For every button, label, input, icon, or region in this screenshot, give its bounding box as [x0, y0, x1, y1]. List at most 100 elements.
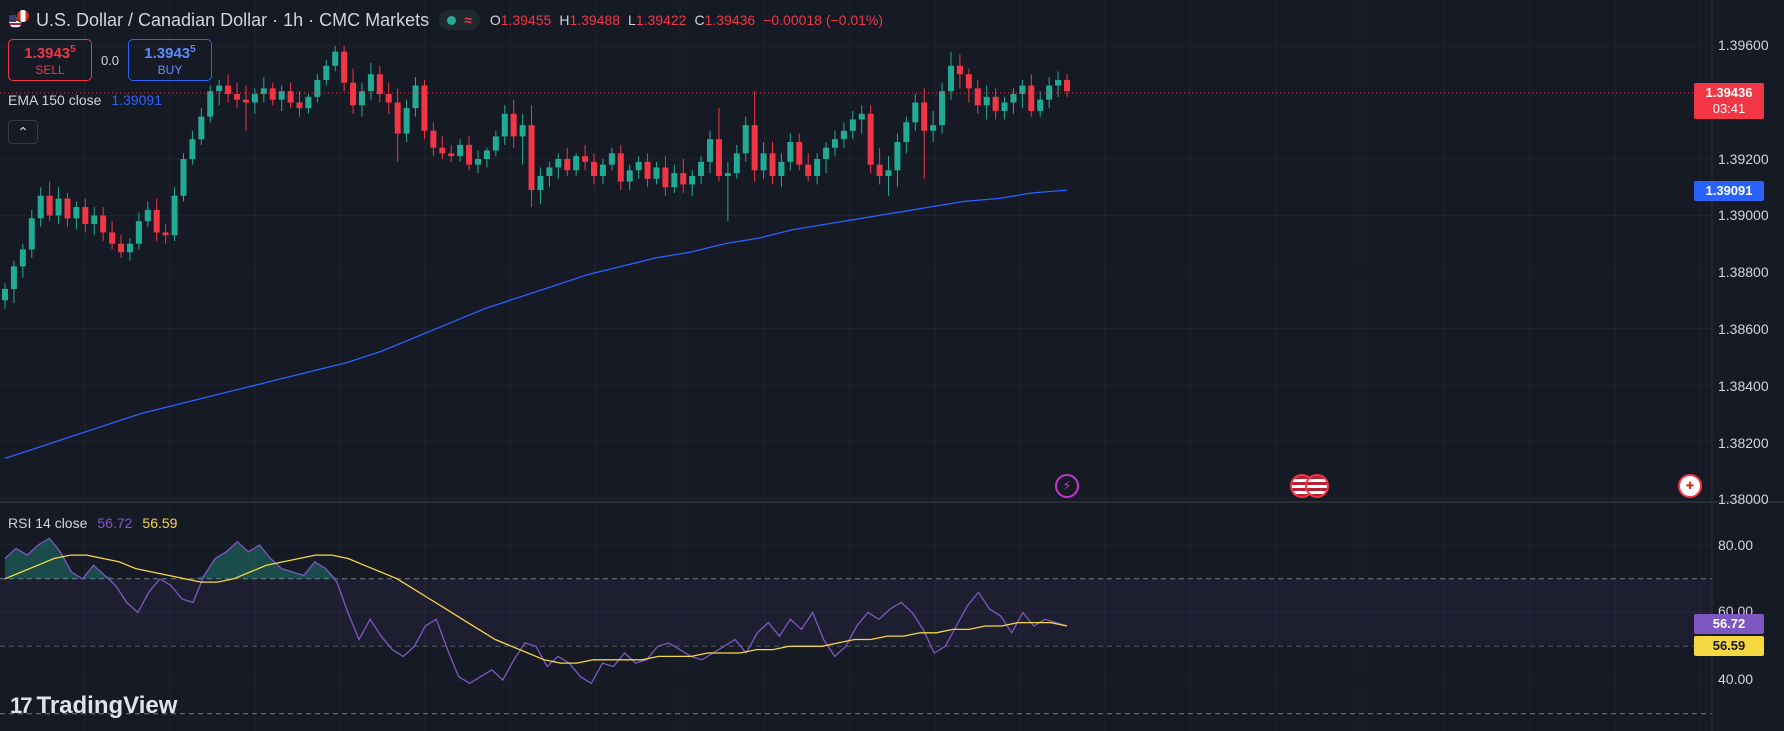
candle-body [118, 243, 125, 253]
candle-body [769, 153, 776, 176]
high-value: 1.39488 [569, 12, 621, 28]
ema-legend[interactable]: EMA 150 close 1.39091 [8, 92, 162, 108]
sell-button[interactable]: 1.39435 SELL [8, 39, 92, 81]
usd-cad-flag-icon [8, 9, 30, 31]
candle-body [135, 221, 142, 244]
buy-button[interactable]: 1.39435 BUY [128, 39, 212, 81]
price-tick: 1.38600 [1718, 321, 1769, 337]
ema-legend-label: EMA 150 close [8, 92, 102, 108]
candle-body [10, 266, 17, 289]
candle-body [1037, 99, 1044, 111]
ohlc-values: O1.39455 H1.39488 L1.39422 C1.39436 −0.0… [490, 12, 883, 28]
candle-body [608, 153, 615, 165]
symbol-title[interactable]: U.S. Dollar / Canadian Dollar · 1h · CMC… [36, 9, 430, 30]
candle-body [689, 175, 696, 185]
candle-body [1046, 85, 1053, 100]
candle-body [921, 102, 928, 131]
candle-body [823, 147, 830, 159]
rsi-legend[interactable]: RSI 14 close 56.72 56.59 [8, 515, 177, 531]
candle-body [573, 156, 580, 171]
candle-body [751, 125, 758, 171]
candle-body [662, 167, 669, 188]
market-status[interactable]: ≈ [439, 10, 480, 30]
ca-economic-event-icon[interactable]: ✚ [1678, 474, 1702, 498]
spread-value: 0.0 [100, 52, 120, 68]
collapse-legend-button[interactable]: ⌃ [8, 120, 38, 144]
candle-body [1010, 94, 1017, 103]
rsi-ma-legend-value: 56.59 [142, 515, 178, 531]
candle-body [242, 99, 249, 103]
candle-body [724, 173, 731, 176]
candle-body [207, 91, 214, 117]
candle-body [787, 142, 794, 162]
candle-body [939, 91, 946, 126]
last-price-tag: 1.39436 03:41 [1694, 83, 1764, 119]
candle-body [1064, 79, 1070, 92]
price-tick: 1.39200 [1718, 151, 1769, 167]
candle-body [305, 96, 312, 109]
rsi-overbought-fill [5, 538, 1067, 579]
rsi-ma-value-tag: 56.59 [1694, 636, 1764, 656]
candle-body [653, 167, 660, 179]
candle-body [82, 207, 89, 224]
candle-body [778, 161, 785, 176]
candle-body [28, 218, 35, 250]
candle-body [278, 91, 285, 100]
candle-body [251, 94, 258, 103]
candle-body [153, 209, 160, 233]
ema-line [4, 189, 1068, 460]
candle-body [1055, 79, 1062, 86]
trade-panel: 1.39435 SELL 0.0 1.39435 BUY [8, 39, 212, 81]
buy-price-pip: 5 [190, 43, 196, 55]
candle-body [1001, 102, 1008, 111]
sell-label: SELL [35, 62, 65, 77]
brand-name: TradingView [36, 692, 178, 719]
grid [0, 0, 1712, 731]
candle-body [55, 198, 62, 216]
change-value: −0.00018 (−0.01%) [763, 12, 884, 28]
tradingview-logo[interactable]: 17 TradingView [10, 692, 177, 720]
candle-body [296, 102, 303, 109]
price-tick: 1.38200 [1718, 435, 1769, 451]
ema-line-layer [4, 189, 1068, 460]
candle-body [894, 142, 901, 171]
candle-body [867, 113, 874, 165]
candle-body [385, 94, 392, 103]
rsi-value-tag: 56.72 [1694, 614, 1764, 634]
candle-body [885, 170, 892, 176]
candle-body [876, 164, 883, 176]
price-tick: 1.39600 [1718, 37, 1769, 53]
candle-body [466, 144, 473, 165]
candle-body [144, 209, 151, 222]
candle-body [287, 91, 294, 103]
candle-body [64, 198, 71, 219]
candle-body [314, 79, 321, 97]
candle-body [37, 195, 44, 219]
candle-body [180, 159, 187, 196]
candle-body [591, 161, 598, 176]
candle-body [983, 96, 990, 106]
candle-body [332, 51, 339, 66]
candle-body [448, 153, 455, 157]
candles-layer [2, 46, 1070, 309]
candle-body [858, 113, 865, 120]
lightning-event-icon[interactable]: ⚡ [1055, 474, 1079, 498]
candle-body [555, 159, 562, 168]
us-economic-event-icon[interactable] [1305, 474, 1329, 498]
price-tick: 1.39000 [1718, 207, 1769, 223]
candle-body [814, 159, 821, 176]
candle-body [421, 85, 428, 131]
ema-legend-value: 1.39091 [111, 92, 162, 108]
candle-body [350, 82, 357, 106]
candle-body [760, 153, 767, 171]
candle-body [474, 159, 481, 165]
rsi-line [4, 537, 1068, 685]
candle-body [439, 147, 446, 154]
candle-body [483, 150, 490, 159]
low-value: 1.39422 [635, 12, 687, 28]
ema-price-tag: 1.39091 [1694, 181, 1764, 201]
candle-body [260, 88, 267, 95]
candle-body [930, 125, 937, 131]
rsi-tick: 40.00 [1718, 671, 1754, 687]
